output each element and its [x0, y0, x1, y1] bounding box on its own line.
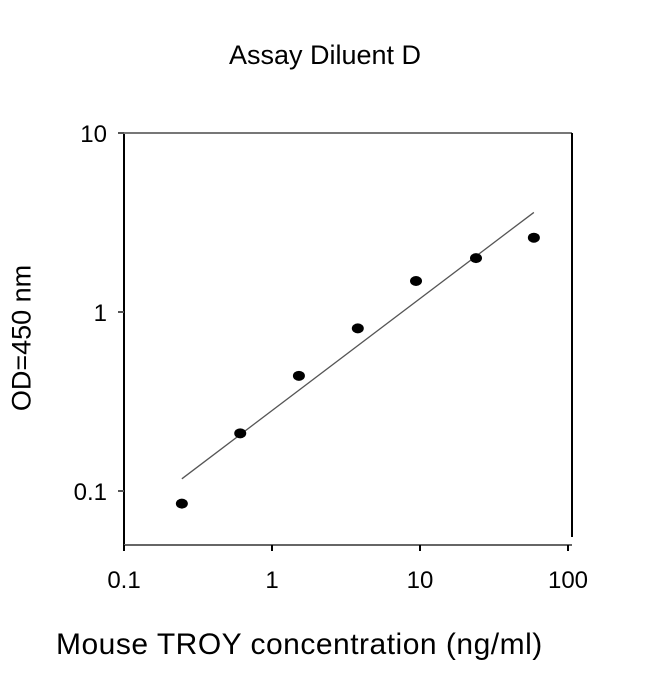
fit-line — [181, 211, 535, 480]
data-point — [351, 323, 364, 334]
y-tick-label: 1 — [94, 300, 107, 327]
data-point — [470, 253, 483, 264]
chart-title: Assay Diluent D — [228, 40, 422, 70]
x-tick-label: 10 — [407, 567, 434, 594]
data-point — [292, 370, 305, 381]
x-tick-label: 0.1 — [107, 567, 140, 594]
x-tick-label: 1 — [265, 567, 278, 594]
x-tick-label: 100 — [548, 567, 588, 594]
data-point — [410, 275, 423, 286]
data-point — [527, 232, 540, 243]
data-point — [234, 428, 247, 439]
data-point — [175, 498, 188, 509]
x-axis-label: Mouse TROY concentration (ng/ml) — [56, 628, 543, 661]
y-tick-label: 0.1 — [74, 479, 107, 506]
y-tick-label: 10 — [80, 121, 107, 148]
